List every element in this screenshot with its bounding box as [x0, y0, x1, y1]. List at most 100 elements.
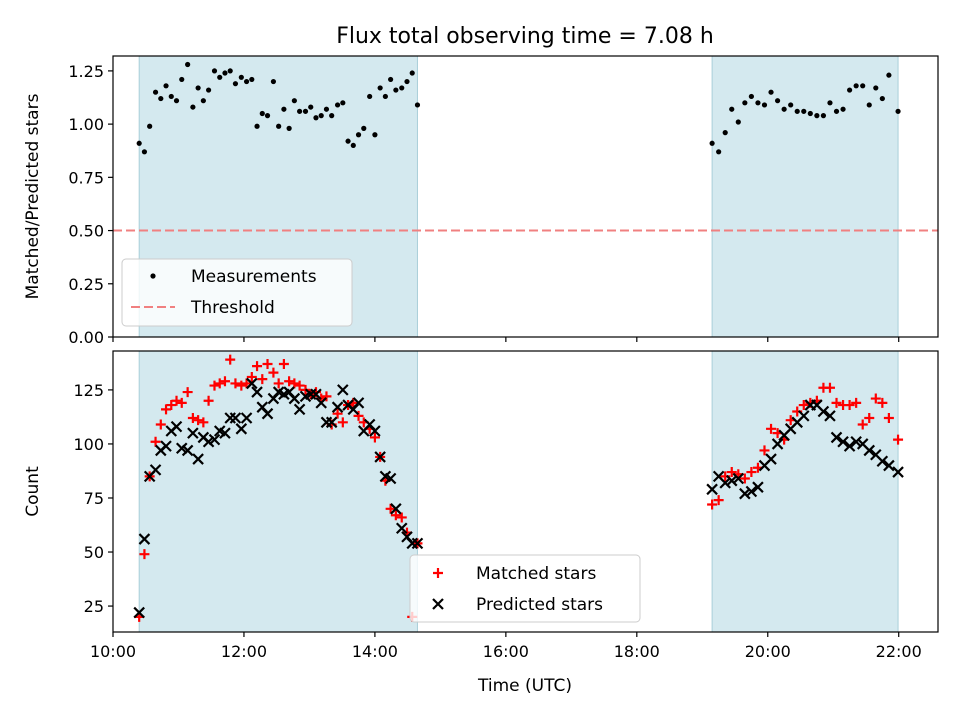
data-point: [257, 374, 268, 385]
data-point: [291, 98, 297, 104]
data-point: [198, 417, 209, 428]
data-point: [252, 361, 263, 372]
data-point: [759, 445, 770, 456]
y-tick-label: 1.00: [68, 115, 104, 134]
data-point: [182, 387, 193, 398]
data-point: [722, 130, 728, 136]
data-point: [369, 425, 381, 437]
data-point: [739, 487, 751, 500]
data-point: [243, 78, 250, 85]
data-point: [193, 415, 204, 426]
data-point: [200, 98, 206, 104]
data-point: [831, 397, 842, 408]
data-point: [752, 481, 764, 493]
data-point: [883, 459, 895, 472]
data-point: [374, 451, 386, 463]
data-point: [892, 466, 904, 478]
y-tick-label: 0.25: [68, 275, 104, 294]
data-point: [797, 410, 810, 422]
data-point: [230, 378, 241, 389]
data-point: [289, 378, 300, 389]
data-point: [337, 417, 348, 428]
y-tick-label: 125: [73, 381, 104, 400]
data-point: [173, 98, 180, 104]
data-point: [716, 149, 722, 155]
y-tick-label: 0.00: [68, 328, 104, 347]
x-tick-label: 20:00: [745, 642, 791, 661]
y-axis-label: Matched/Predicted stars: [23, 93, 43, 299]
data-point: [746, 467, 757, 478]
data-point: [755, 100, 761, 106]
data-point: [147, 123, 153, 129]
data-point: [807, 110, 813, 117]
shaded-interval-1: [711, 350, 899, 633]
y-tick-label: 75: [84, 489, 104, 508]
data-point: [707, 499, 718, 510]
data-point: [315, 397, 327, 409]
data-point: [843, 440, 856, 452]
y-tick-label: 25: [84, 597, 104, 616]
series-measurements: [136, 61, 901, 155]
y-tick-label: 1.25: [68, 62, 104, 81]
axes-frame: [112, 350, 939, 633]
data-point: [748, 93, 754, 100]
data-point: [313, 115, 319, 121]
data-point: [158, 95, 164, 102]
data-point: [166, 400, 177, 411]
data-point: [329, 113, 335, 119]
data-point: [847, 87, 853, 93]
data-point: [840, 106, 846, 112]
data-point: [766, 423, 777, 434]
x-tick-label: 12:00: [221, 642, 267, 661]
data-point: [297, 108, 303, 114]
data-point: [325, 416, 338, 429]
data-point: [879, 95, 885, 102]
data-point: [893, 434, 904, 445]
data-point: [794, 108, 800, 114]
data-point: [390, 510, 401, 521]
data-point: [133, 606, 145, 619]
data-point: [192, 453, 204, 465]
data-point: [176, 397, 187, 408]
data-point: [181, 444, 194, 457]
legend-box: [121, 258, 353, 327]
data-point: [190, 104, 196, 110]
data-point: [837, 436, 849, 448]
data-point: [352, 397, 365, 409]
data-point: [281, 106, 287, 112]
data-point: [388, 76, 394, 83]
data-point: [864, 413, 875, 424]
data-point: [141, 149, 148, 155]
shaded-interval-1: [711, 55, 899, 338]
legend-label: Measurements: [191, 267, 317, 287]
data-point: [765, 453, 777, 465]
data-point: [732, 472, 745, 485]
data-point: [873, 85, 879, 91]
data-point: [321, 391, 332, 402]
data-point: [876, 455, 889, 468]
data-point: [331, 401, 344, 413]
data-point: [857, 419, 868, 430]
data-point: [411, 537, 424, 550]
legend: Matched stars Predicted stars: [409, 554, 641, 623]
data-point: [801, 108, 807, 114]
data-point: [860, 83, 866, 89]
legend-box: [409, 554, 641, 623]
data-point: [195, 85, 201, 91]
data-point: [739, 473, 750, 484]
data-point: [853, 83, 859, 89]
data-point: [883, 413, 894, 424]
data-point: [203, 395, 214, 406]
legend-label: Threshold: [190, 298, 275, 318]
x-tick-label: 22:00: [876, 642, 922, 661]
data-point: [350, 142, 356, 149]
data-point: [187, 427, 199, 439]
data-point: [798, 400, 809, 411]
data-point: [395, 522, 408, 535]
data-point: [286, 125, 292, 131]
data-point: [382, 93, 388, 100]
legend-label: Predicted stars: [476, 595, 603, 615]
data-point: [372, 132, 378, 138]
data-point: [353, 410, 364, 421]
data-point: [219, 376, 230, 387]
